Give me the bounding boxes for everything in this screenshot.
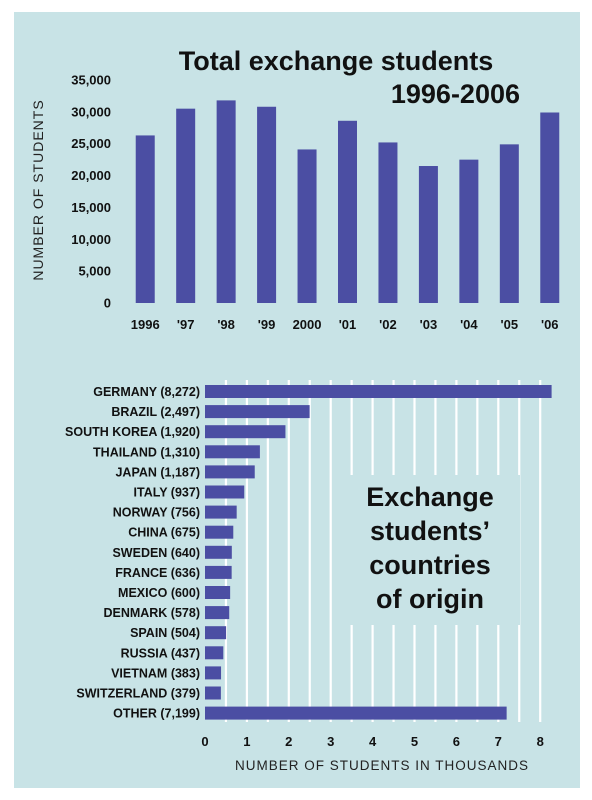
countries-of-origin-chart: Exchange students’ countries of origin G… (65, 380, 552, 773)
y-tick-label: 20,000 (71, 168, 111, 183)
country-label: VIETNAM (383) (111, 666, 200, 680)
country-bar (205, 465, 255, 479)
year-bar (257, 106, 277, 303)
year-bar (540, 112, 560, 303)
country-label: SPAIN (504) (130, 626, 200, 640)
x-tick-label: '05 (501, 317, 519, 332)
bottom-chart-x-ticks: 0 1 2 3 4 5 6 7 8 (201, 734, 543, 749)
panel-background (14, 12, 580, 788)
x-tick-label: '03 (420, 317, 438, 332)
x-tick-label: '98 (217, 317, 235, 332)
country-label: CHINA (675) (128, 526, 200, 540)
x-tick-label: '06 (541, 317, 559, 332)
bottom-title-line-1: Exchange (366, 482, 494, 512)
country-bar (205, 565, 232, 579)
top-chart-title-line2: 1996-2006 (391, 79, 520, 109)
x-tick-label: 5 (411, 734, 418, 749)
country-bar (205, 505, 237, 519)
country-bar (205, 686, 221, 700)
top-chart-x-ticks: 1996 '97 '98 '99 2000 '01 '02 '03 '04 '05 '06 (131, 317, 559, 332)
country-label: FRANCE (636) (115, 566, 200, 580)
country-label: MEXICO (600) (118, 586, 200, 600)
country-label: RUSSIA (437) (121, 646, 200, 660)
country-bar (205, 405, 310, 419)
bottom-chart-bars (205, 385, 552, 720)
x-tick-label: 2 (285, 734, 292, 749)
bottom-title-line-2: students’ (370, 516, 490, 546)
country-label: GERMANY (8,272) (93, 385, 200, 399)
x-tick-label: '97 (177, 317, 195, 332)
country-bar (205, 525, 234, 539)
x-tick-label: '02 (379, 317, 397, 332)
year-bar (135, 135, 155, 303)
bottom-chart-x-axis-label: NUMBER OF STUDENTS IN THOUSANDS (235, 758, 529, 773)
country-bar (205, 626, 227, 640)
country-bar (205, 545, 232, 559)
country-label: ITALY (937) (134, 486, 200, 500)
x-tick-label: 6 (453, 734, 460, 749)
top-chart-bars (135, 100, 560, 304)
country-bar (205, 666, 222, 680)
x-tick-label: '99 (258, 317, 276, 332)
country-bar (205, 706, 507, 720)
top-chart-y-ticks: 0 5,000 10,000 15,000 20,000 25,000 30,000 35,0… (71, 73, 111, 311)
country-bar (205, 586, 231, 599)
x-tick-label: 1996 (131, 317, 160, 332)
x-tick-label: '01 (339, 317, 357, 332)
year-bar (338, 120, 357, 303)
y-tick-label: 30,000 (71, 104, 111, 119)
x-tick-label: 8 (537, 734, 544, 749)
country-bar (205, 445, 260, 459)
year-bar (378, 142, 398, 303)
country-label: SWITZERLAND (379) (76, 687, 200, 701)
top-chart-title-line1: Total exchange students (179, 46, 494, 76)
country-label: THAILAND (1,310) (93, 445, 200, 459)
bottom-title-line-3: countries (369, 550, 491, 580)
y-tick-label: 15,000 (71, 200, 111, 215)
total-students-chart: Total exchange students 1996-2006 NUMBER… (30, 46, 560, 332)
country-bar (205, 485, 245, 499)
x-tick-label: 1 (243, 734, 250, 749)
country-label: NORWAY (756) (113, 506, 200, 520)
year-bar (499, 144, 519, 303)
y-tick-label: 35,000 (71, 73, 111, 88)
country-label: DENMARK (578) (103, 606, 200, 620)
bottom-chart-title-backdrop (340, 475, 520, 625)
country-label: BRAZIL (2,497) (111, 405, 200, 419)
country-bar (205, 425, 286, 439)
x-tick-label: 3 (327, 734, 334, 749)
y-tick-label: 10,000 (71, 232, 111, 247)
x-tick-label: '04 (460, 317, 478, 332)
year-bar (297, 149, 317, 303)
x-tick-label: 7 (495, 734, 502, 749)
year-bar (459, 159, 479, 303)
country-bar (205, 646, 224, 660)
country-label: OTHER (7,199) (113, 707, 200, 721)
x-tick-label: 4 (369, 734, 377, 749)
y-tick-label: 5,000 (78, 264, 111, 279)
top-chart-y-axis-label: NUMBER OF STUDENTS (30, 99, 46, 280)
bottom-title-line-4: of origin (376, 584, 484, 614)
bottom-chart-category-labels: GERMANY (8,272) BRAZIL (2,497) SOUTH KOREA… (65, 385, 200, 721)
x-tick-label: 0 (201, 734, 208, 749)
bottom-chart-title: Exchange students’ countries of origin (366, 482, 494, 614)
year-bar (216, 100, 236, 303)
year-bar (418, 166, 438, 303)
y-tick-label: 0 (104, 296, 111, 311)
country-label: SOUTH KOREA (1,920) (65, 425, 200, 439)
country-bar (205, 385, 552, 398)
country-label: JAPAN (1,187) (115, 465, 200, 479)
country-bar (205, 606, 230, 620)
year-bar (176, 108, 196, 304)
y-tick-label: 25,000 (71, 136, 111, 151)
country-label: SWEDEN (640) (112, 546, 200, 560)
x-tick-label: 2000 (293, 317, 322, 332)
